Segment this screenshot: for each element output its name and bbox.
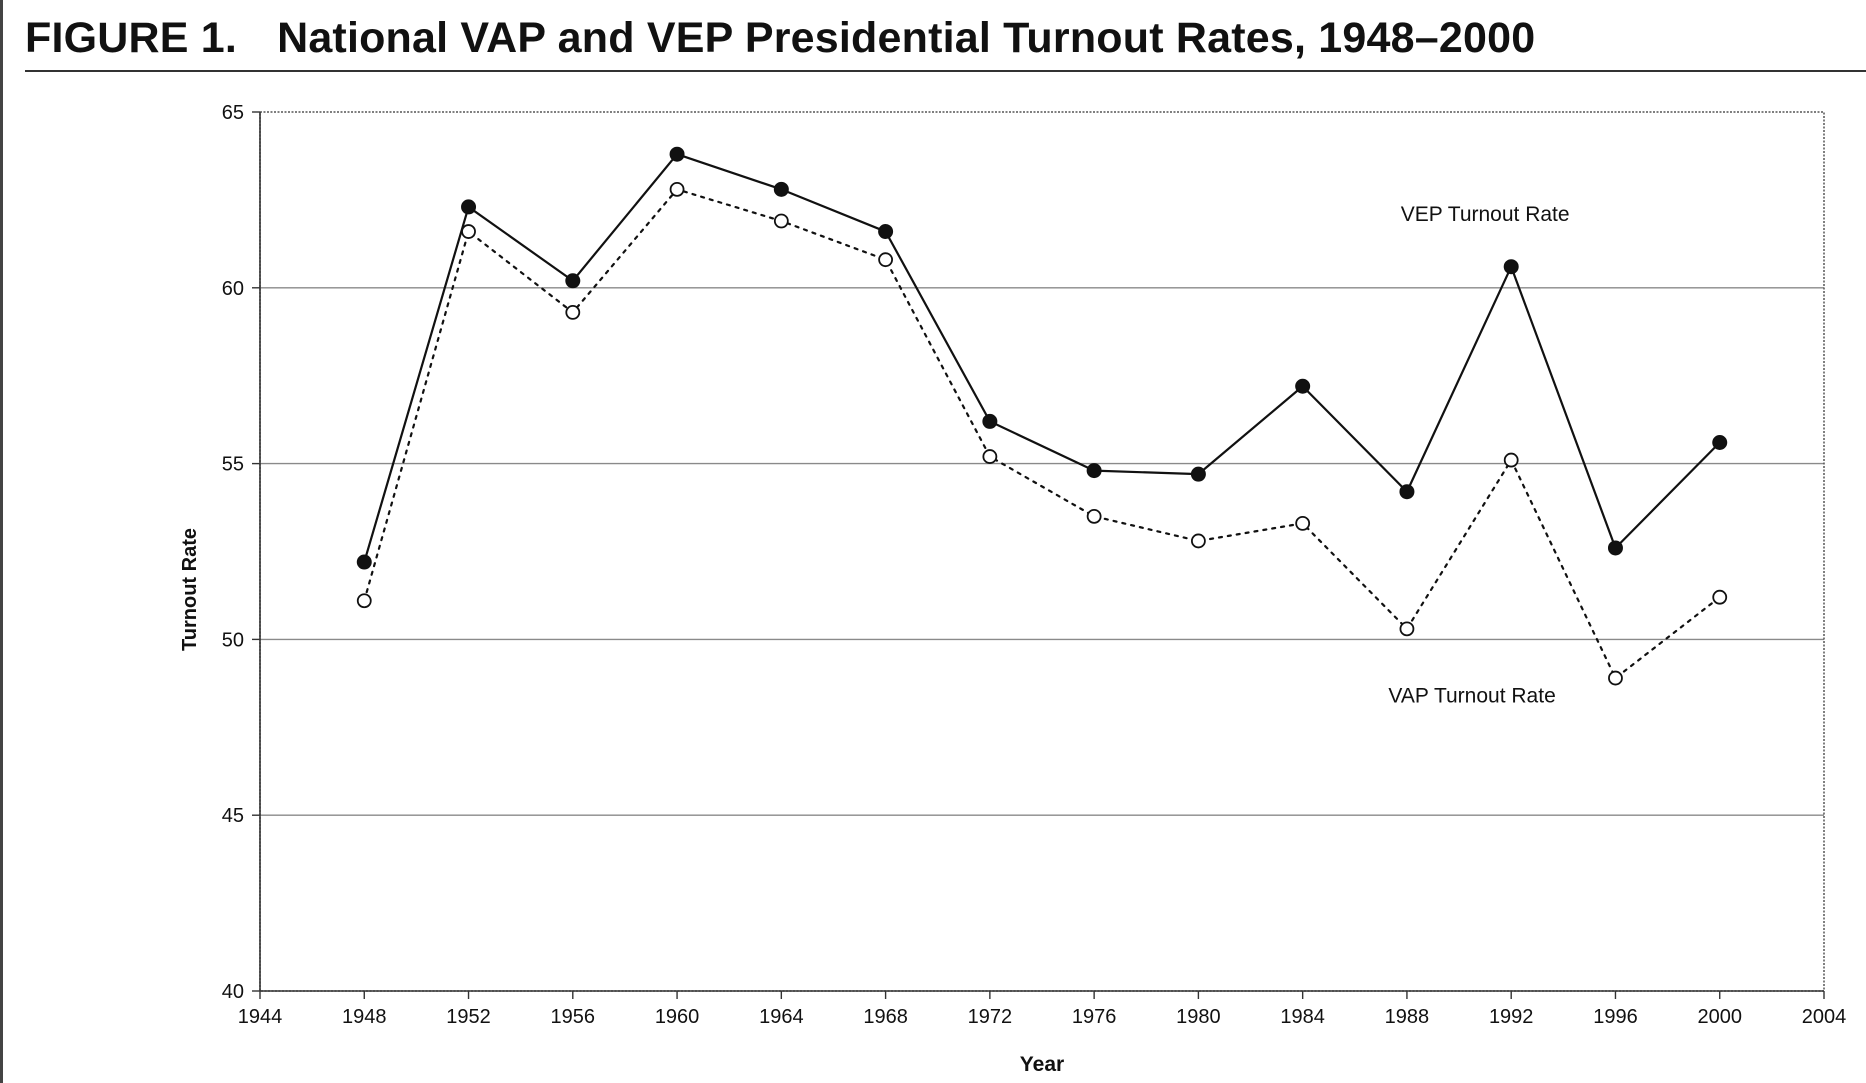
series-vep-turnout-rate — [356, 146, 1728, 570]
axes: 40 45 50 55 60 65 1944 1948 1952 1956 1960 1964 1968… — [222, 102, 1847, 1028]
vep-turnout-rate-point-1980 — [1190, 466, 1206, 482]
x-tick-label-1944: 1944 — [238, 1006, 283, 1028]
y-tick-label-50: 50 — [222, 629, 244, 651]
figure-label: FIGURE 1. — [25, 14, 238, 62]
x-tick-label-1952: 1952 — [446, 1006, 491, 1028]
x-tick-label-1956: 1956 — [551, 1006, 596, 1028]
vep-turnout-rate-point-1972 — [982, 413, 998, 429]
y-tick-label-55: 55 — [222, 454, 244, 476]
y-tick-label-65: 65 — [222, 102, 244, 124]
title-rule — [25, 70, 1866, 72]
vap-turnout-rate-point-1992 — [1503, 452, 1519, 468]
page-left-border — [0, 0, 3, 1083]
vep-turnout-rate-point-1964 — [773, 181, 789, 197]
vep-turnout-rate-point-2000 — [1712, 435, 1728, 451]
plot-frame — [259, 111, 1825, 992]
vep-turnout-rate-point-1952 — [461, 199, 477, 215]
x-tick-label-1984: 1984 — [1280, 1006, 1325, 1028]
vep-turnout-rate-point-1992 — [1503, 259, 1519, 275]
x-tick-label-1976: 1976 — [1072, 1006, 1117, 1028]
vap-turnout-rate-point-1948 — [356, 593, 372, 609]
vap-turnout-rate-line — [363, 188, 1721, 680]
series-vap-turnout-rate — [356, 181, 1728, 686]
vap-turnout-rate-point-1952 — [461, 224, 476, 239]
x-tick-label-1960: 1960 — [655, 1006, 700, 1028]
vap-turnout-rate-point-1972 — [982, 449, 998, 464]
annotation-vap-label: VAP Turnout Rate — [1388, 685, 1555, 708]
x-axis-title: Year — [1020, 1053, 1064, 1076]
vap-turnout-rate-point-1960 — [669, 181, 685, 197]
vap-turnout-rate-point-1976 — [1086, 508, 1102, 524]
vep-turnout-rate-point-1956 — [565, 273, 581, 289]
x-tick-label-1988: 1988 — [1385, 1006, 1430, 1028]
y-tick-label-45: 45 — [222, 805, 244, 827]
vep-turnout-rate-line — [363, 153, 1721, 563]
annotation-vep-label: VEP Turnout Rate — [1401, 203, 1570, 226]
figure-title: FIGURE 1. National VAP and VEP Presidenti… — [25, 14, 1535, 63]
vap-turnout-rate-point-1988 — [1399, 621, 1415, 637]
annotations: VEP Turnout Rate VAP Turnout Rate — [1388, 203, 1569, 708]
vep-turnout-rate-point-1968 — [878, 224, 894, 240]
x-tick-label-2004: 2004 — [1802, 1006, 1847, 1028]
vap-turnout-rate-point-1956 — [565, 305, 581, 320]
y-tick-label-60: 60 — [222, 278, 244, 300]
x-tick-label-1972: 1972 — [968, 1006, 1013, 1028]
x-tick-label-1980: 1980 — [1176, 1006, 1221, 1028]
vep-turnout-rate-point-1948 — [356, 554, 372, 570]
vep-turnout-rate-point-1996 — [1607, 540, 1623, 556]
vap-turnout-rate-point-1968 — [878, 252, 893, 268]
y-axis-title: Turnout Rate — [179, 528, 201, 651]
vap-turnout-rate-point-1996 — [1608, 670, 1623, 686]
vap-turnout-rate-point-1964 — [773, 213, 789, 229]
x-tick-label-1968: 1968 — [863, 1006, 908, 1028]
vep-turnout-rate-point-1984 — [1295, 378, 1311, 394]
x-tick-label-1992: 1992 — [1489, 1006, 1534, 1028]
vap-turnout-rate-point-1984 — [1295, 515, 1311, 531]
vap-turnout-rate-point-2000 — [1712, 589, 1728, 605]
x-tick-label-2000: 2000 — [1697, 1006, 1742, 1028]
x-tick-label-1948: 1948 — [342, 1006, 387, 1028]
y-tick-label-40: 40 — [222, 981, 244, 1003]
gridlines — [260, 287, 1824, 816]
x-tick-label-1996: 1996 — [1593, 1006, 1638, 1028]
vep-turnout-rate-point-1988 — [1399, 484, 1415, 500]
series — [356, 146, 1728, 686]
vap-turnout-rate-point-1980 — [1191, 533, 1206, 549]
vep-turnout-rate-point-1976 — [1086, 463, 1102, 479]
figure-title-text: National VAP and VEP Presidential Turnou… — [277, 14, 1536, 62]
vep-turnout-rate-point-1960 — [669, 146, 685, 162]
x-tick-label-1964: 1964 — [759, 1006, 804, 1028]
